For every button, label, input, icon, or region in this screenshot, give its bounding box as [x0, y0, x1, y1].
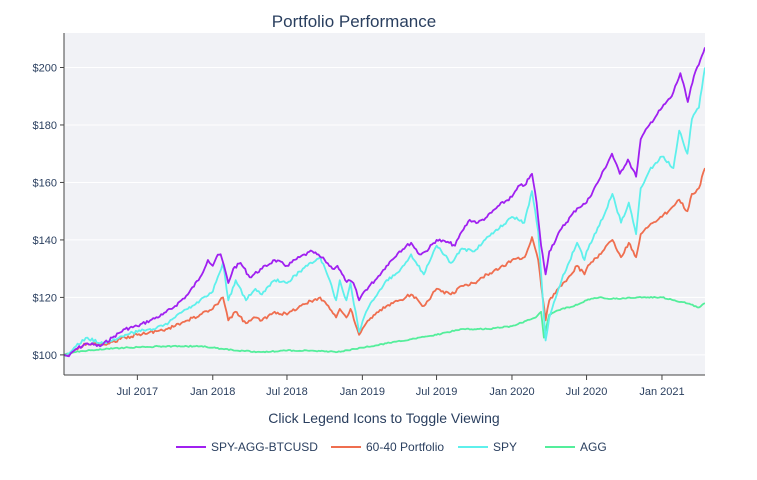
x-tick-label: Jan 2018: [190, 386, 235, 398]
legend-label: 60-40 Portfolio: [366, 440, 444, 454]
x-tick-label: Jul 2020: [566, 386, 608, 398]
legend-label: SPY-AGG-BTCUSD: [211, 440, 318, 454]
series-line-spy: [64, 67, 705, 357]
gridlines: [64, 66, 705, 356]
axes: [63, 33, 705, 376]
x-tick-label: Jan 2021: [639, 386, 684, 398]
x-tick-label: Jul 2018: [266, 386, 308, 398]
chart-title: Portfolio Performance: [272, 12, 436, 31]
y-axis-ticks: $100 $120 $140 $160 $180 $200: [33, 62, 64, 362]
plot-background: [64, 33, 705, 375]
x-tick-label: Jan 2020: [489, 386, 534, 398]
y-tick-label: $120: [33, 292, 57, 304]
legend-item-spy-agg-btcusd[interactable]: SPY-AGG-BTCUSD: [176, 440, 318, 454]
legend-item-60-40-portfolio[interactable]: 60-40 Portfolio: [331, 440, 444, 454]
x-axis-label: Click Legend Icons to Toggle Viewing: [268, 410, 499, 426]
y-tick-label: $180: [33, 120, 57, 132]
legend-label: AGG: [580, 440, 607, 454]
legend-label: SPY: [493, 440, 517, 454]
series-line-agg: [64, 296, 705, 356]
series-lines: [64, 47, 705, 358]
y-tick-label: $160: [33, 177, 57, 189]
series-line-60-40-portfolio: [64, 167, 705, 357]
y-tick-label: $100: [33, 350, 57, 362]
legend-item-agg[interactable]: AGG: [545, 440, 607, 454]
legend: SPY-AGG-BTCUSD 60-40 Portfolio SPY AGG: [176, 440, 607, 454]
x-axis-ticks: Jul 2017 Jan 2018 Jul 2018 Jan 2019 Jul 2019…: [117, 375, 685, 398]
y-tick-label: $140: [33, 235, 57, 247]
y-tick-label: $200: [33, 62, 57, 74]
x-tick-label: Jul 2019: [416, 386, 458, 398]
x-tick-label: Jan 2019: [340, 386, 385, 398]
x-tick-label: Jul 2017: [117, 386, 159, 398]
series-line-spy-agg-btcusd: [64, 47, 705, 358]
legend-item-spy[interactable]: SPY: [458, 440, 517, 454]
